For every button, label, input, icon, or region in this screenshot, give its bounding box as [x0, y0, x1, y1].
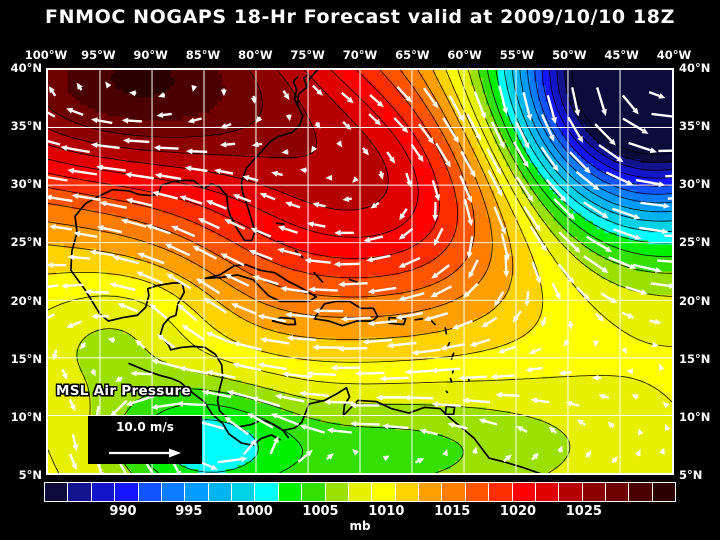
y-tick-label-left: 40°N [10, 61, 42, 75]
colorbar-swatch [582, 483, 606, 501]
colorbar-tick-label: 1000 [236, 504, 273, 519]
colorbar-swatch [115, 483, 139, 501]
x-tick-label: 80°W [238, 48, 273, 62]
colorbar-swatch [652, 483, 676, 501]
page-title: FNMOC NOGAPS 18-Hr Forecast valid at 200… [45, 6, 675, 28]
colorbar-swatch [348, 483, 373, 501]
colorbar-swatch [419, 483, 443, 501]
x-tick-label: 60°W [447, 48, 482, 62]
y-tick-label-right: 15°N [679, 351, 711, 366]
map-plot-area[interactable] [46, 68, 674, 475]
x-tick-label: 55°W [499, 48, 535, 62]
y-tick-label-left: 35°N [10, 119, 42, 134]
colorbar-swatch [68, 483, 92, 501]
colorbar-tick-label: 995 [175, 504, 203, 519]
colorbar-unit-label: mb [349, 519, 371, 533]
x-tick-label: 65°W [395, 48, 430, 62]
x-tick-label: 70°W [342, 48, 378, 62]
colorbar-tick-label: 1025 [565, 504, 602, 519]
colorbar-swatch [489, 483, 513, 501]
right-arrow-icon [109, 448, 181, 458]
colorbar-swatch [185, 483, 209, 501]
field-label: MSL Air Pressure [56, 383, 191, 399]
y-tick-label-right: 5°N [679, 468, 703, 482]
wind-vector-value: 10.0 m/s [116, 420, 174, 434]
colorbar-swatch [208, 483, 232, 501]
y-tick-label-left: 5°N [18, 468, 42, 482]
colorbar-swatch [372, 483, 396, 501]
colorbar-swatch [161, 483, 186, 501]
colorbar-swatch [232, 483, 256, 501]
x-tick-label: 85°W [185, 48, 221, 62]
colorbar-swatch [442, 483, 466, 501]
y-tick-label-left: 15°N [10, 351, 42, 366]
colorbar-swatch [91, 483, 116, 501]
y-tick-label-right: 20°N [679, 293, 711, 308]
y-tick-label-left: 25°N [10, 235, 42, 250]
y-tick-label-right: 30°N [679, 177, 711, 192]
colorbar-swatch [302, 483, 326, 501]
y-tick-label-right: 40°N [679, 61, 711, 75]
y-tick-label-left: 30°N [10, 177, 42, 192]
colorbar-swatch [325, 483, 349, 501]
wind-vector-legend: 10.0 m/s [88, 416, 202, 464]
colorbar-swatch [535, 483, 560, 501]
colorbar-tick-label: 1015 [434, 504, 471, 519]
colorbar-swatch [278, 483, 303, 501]
x-tick-label: 45°W [604, 48, 639, 62]
pressure-field-map [48, 70, 672, 473]
colorbar-tick-label: 1020 [499, 504, 537, 519]
y-tick-label-right: 25°N [679, 235, 711, 250]
colorbar-swatch [512, 483, 536, 501]
colorbar-tick-label: 1005 [302, 504, 339, 519]
colorbar-swatch [559, 483, 583, 501]
colorbar-swatch [606, 483, 630, 501]
x-tick-label: 95°W [81, 48, 116, 62]
x-tick-label: 100°W [24, 48, 68, 62]
x-tick-label: 75°W [290, 48, 325, 62]
colorbar-swatch [395, 483, 419, 501]
y-tick-label-right: 35°N [679, 119, 711, 134]
colorbar-tick-label: 990 [109, 504, 137, 519]
pressure-colorbar[interactable] [44, 482, 676, 502]
y-tick-label-left: 20°N [10, 293, 42, 308]
y-tick-label-left: 10°N [10, 409, 42, 424]
colorbar-swatch [45, 483, 69, 501]
y-tick-label-right: 10°N [679, 409, 711, 424]
colorbar-swatch [465, 483, 490, 501]
x-tick-label: 90°W [133, 48, 168, 62]
x-tick-label: 50°W [552, 48, 587, 62]
colorbar-tick-label: 1010 [368, 504, 405, 519]
x-tick-label: 40°W [656, 48, 692, 62]
colorbar-swatch [138, 483, 162, 501]
colorbar-swatch [255, 483, 279, 501]
colorbar-swatch [629, 483, 653, 501]
